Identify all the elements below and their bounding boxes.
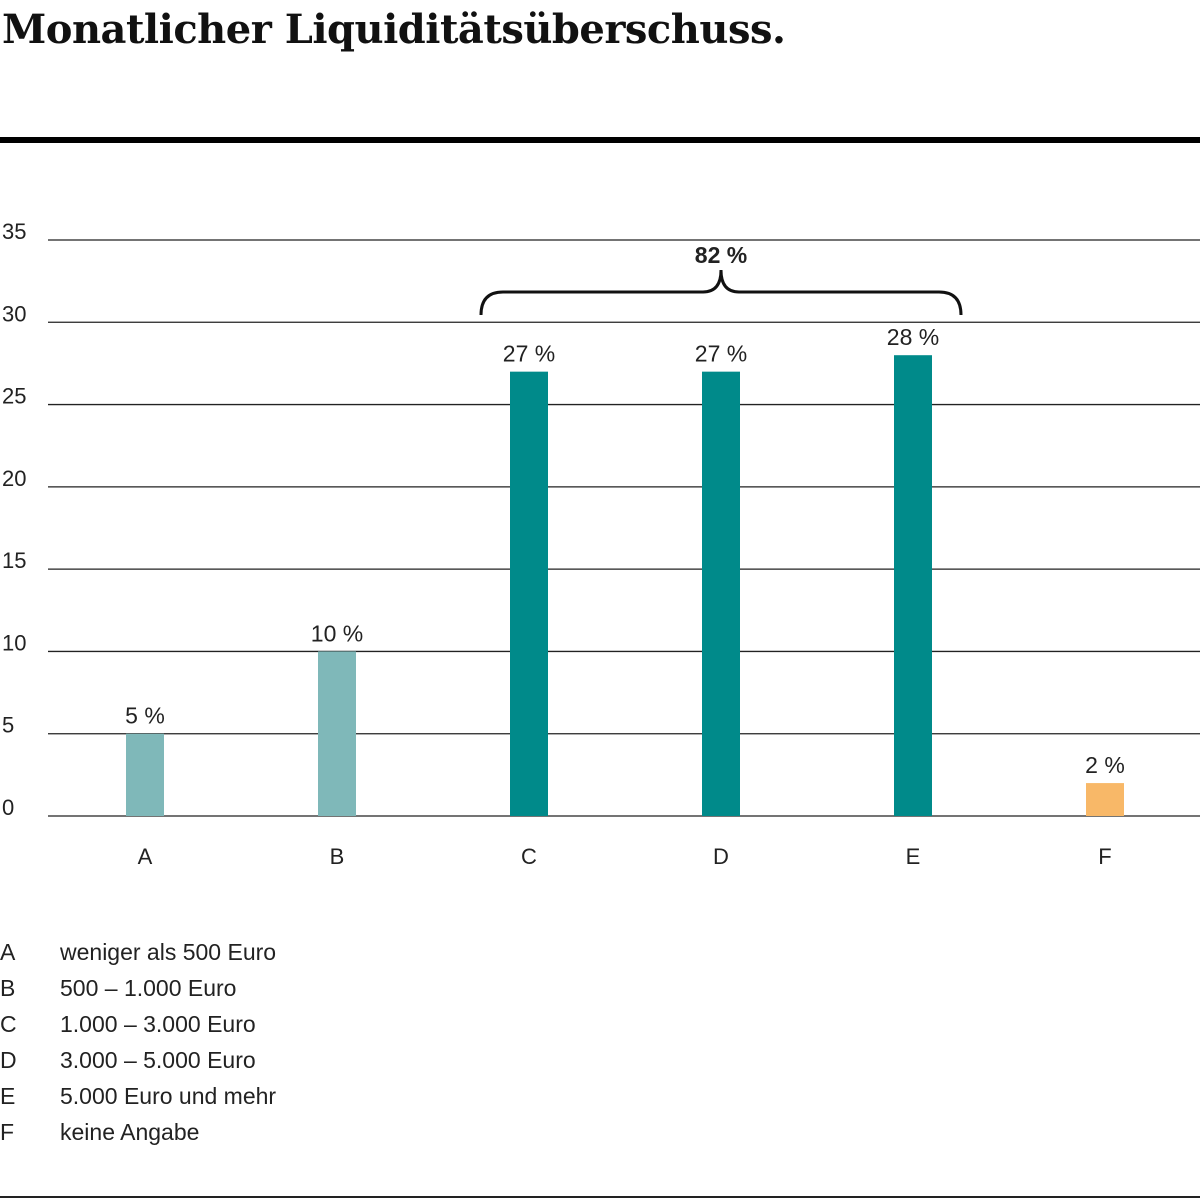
data-label: 2 % (1085, 752, 1125, 778)
data-label: 10 % (311, 620, 363, 646)
legend-key: A (0, 939, 16, 965)
data-label: 28 % (887, 324, 939, 350)
legend-label: 5.000 Euro und mehr (60, 1083, 277, 1109)
x-tick-label: D (713, 844, 729, 869)
bar-c (510, 371, 548, 816)
y-tick-label: 15 (2, 548, 26, 573)
bar-a (126, 733, 164, 816)
legend-key: E (0, 1083, 16, 1109)
x-tick-label: A (138, 844, 153, 869)
x-tick-label: E (906, 844, 921, 869)
brace-annotation (479, 269, 963, 316)
y-tick-label: 0 (2, 795, 14, 820)
legend-label: 1.000 – 3.000 Euro (60, 1011, 256, 1037)
x-tick-label: B (330, 844, 345, 869)
y-tick-label: 25 (2, 384, 26, 409)
legend-label: 3.000 – 5.000 Euro (60, 1047, 256, 1073)
legend-label: weniger als 500 Euro (60, 939, 277, 965)
legend-label: keine Angabe (60, 1119, 200, 1145)
y-tick-label: 10 (2, 630, 26, 655)
data-label: 27 % (695, 341, 747, 367)
x-tick-label: F (1098, 844, 1111, 869)
data-label: 27 % (503, 341, 555, 367)
y-tick-label: 20 (2, 466, 26, 491)
y-tick-label: 5 (2, 713, 14, 738)
bar-d (702, 371, 740, 816)
legend-label: 500 – 1.000 Euro (60, 975, 237, 1001)
annotation-label: 82 % (695, 242, 747, 268)
y-tick-label: 30 (2, 301, 26, 326)
legend-key: F (0, 1119, 15, 1145)
x-tick-label: C (521, 844, 537, 869)
legend-key: C (0, 1011, 17, 1037)
legend-key: D (0, 1047, 17, 1073)
bar-chart: 0 5 10 15 20 25 30 35 5 % A 10 % B 27 % C 27 % D 28 % E 2 … (2, 219, 1200, 869)
legend-key: B (0, 975, 16, 1001)
chart-title: Monatlicher Liquiditätsüberschuss. (2, 6, 786, 53)
y-tick-label: 35 (2, 219, 26, 244)
bar-f (1086, 783, 1124, 816)
bar-e (894, 355, 932, 816)
data-label: 5 % (125, 703, 165, 729)
bar-b (318, 651, 356, 816)
bottom-rule (0, 1196, 1200, 1198)
title-rule (0, 137, 1200, 143)
